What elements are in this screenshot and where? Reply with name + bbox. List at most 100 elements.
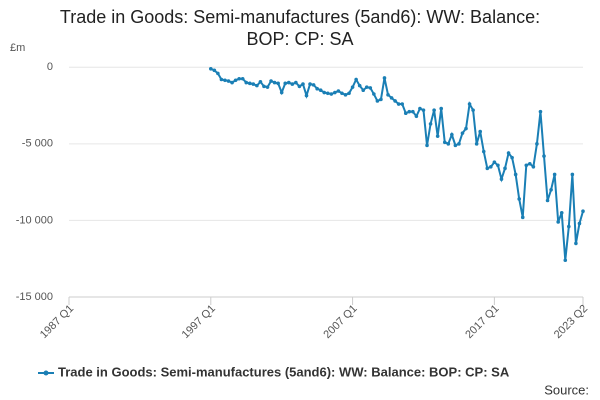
series-line bbox=[210, 67, 584, 261]
data-point bbox=[478, 129, 483, 134]
data-point bbox=[262, 84, 266, 89]
data-point bbox=[226, 79, 231, 83]
y-tick-label: -15 000 bbox=[16, 291, 53, 303]
data-point bbox=[489, 165, 493, 169]
data-point bbox=[446, 142, 451, 146]
data-point bbox=[467, 102, 472, 106]
data-point bbox=[538, 109, 543, 114]
chart-title: Trade in Goods: Semi-manufactures (5and6… bbox=[59, 7, 541, 49]
data-point bbox=[386, 93, 390, 97]
data-point bbox=[481, 149, 486, 154]
x-tick-label: 1987 Q1 bbox=[38, 303, 76, 341]
data-point bbox=[457, 142, 461, 146]
data-point bbox=[496, 163, 500, 168]
data-point bbox=[563, 258, 568, 263]
data-point bbox=[432, 108, 436, 112]
data-point bbox=[216, 71, 220, 76]
data-point bbox=[393, 99, 397, 103]
data-point bbox=[212, 68, 217, 73]
y-tick-label: -5 000 bbox=[22, 138, 53, 150]
data-point bbox=[297, 84, 302, 89]
data-point bbox=[411, 109, 415, 114]
data-point bbox=[329, 92, 334, 96]
data-point bbox=[389, 96, 394, 100]
data-point bbox=[581, 209, 585, 214]
x-tick-label: 2007 Q1 bbox=[321, 303, 359, 341]
data-point bbox=[290, 82, 295, 86]
data-point bbox=[336, 89, 341, 93]
data-point bbox=[272, 80, 277, 85]
data-point bbox=[364, 85, 369, 89]
data-point bbox=[428, 122, 433, 126]
data-point bbox=[396, 102, 401, 106]
data-point bbox=[304, 93, 309, 98]
data-point bbox=[354, 77, 358, 82]
y-axis-label: £m bbox=[10, 42, 25, 54]
data-point bbox=[283, 81, 288, 86]
data-point bbox=[545, 198, 550, 203]
data-point bbox=[517, 197, 521, 201]
data-point bbox=[570, 172, 575, 177]
data-point bbox=[311, 83, 316, 87]
data-point bbox=[286, 80, 291, 85]
data-point bbox=[418, 106, 422, 111]
data-point bbox=[325, 91, 330, 96]
data-point bbox=[315, 86, 319, 91]
data-point bbox=[552, 172, 557, 177]
data-point bbox=[247, 81, 252, 86]
data-point bbox=[223, 78, 227, 83]
x-tick-label: 1997 Q1 bbox=[180, 303, 218, 341]
data-point bbox=[503, 166, 507, 171]
data-point bbox=[407, 109, 412, 114]
data-point bbox=[528, 161, 532, 166]
data-point bbox=[368, 86, 373, 90]
x-tick-label: 2023 Q2 bbox=[552, 303, 590, 341]
data-point bbox=[322, 90, 327, 95]
data-point bbox=[460, 131, 465, 135]
data-point bbox=[414, 114, 419, 119]
legend-marker bbox=[43, 370, 49, 376]
data-point bbox=[425, 143, 429, 148]
data-point bbox=[520, 215, 525, 220]
data-point bbox=[347, 91, 351, 96]
data-point bbox=[474, 142, 479, 146]
data-point bbox=[382, 76, 387, 80]
data-point bbox=[400, 102, 405, 106]
data-point bbox=[574, 241, 578, 246]
data-point bbox=[233, 78, 238, 83]
data-point bbox=[343, 93, 348, 97]
data-point bbox=[499, 177, 504, 181]
data-point bbox=[485, 166, 490, 171]
data-point bbox=[531, 165, 536, 169]
data-point bbox=[464, 126, 468, 131]
data-point bbox=[361, 88, 366, 93]
data-point bbox=[219, 77, 224, 82]
data-point bbox=[333, 90, 337, 95]
data-point bbox=[567, 224, 571, 229]
data-point bbox=[240, 76, 245, 81]
data-point bbox=[276, 81, 280, 86]
data-point bbox=[208, 66, 213, 71]
data-point bbox=[435, 134, 440, 138]
data-point bbox=[535, 142, 539, 146]
data-point bbox=[230, 80, 234, 85]
data-point bbox=[251, 82, 256, 86]
data-point bbox=[237, 76, 241, 81]
x-tick-label: 2017 Q1 bbox=[463, 303, 501, 341]
data-point bbox=[549, 187, 553, 192]
data-point bbox=[421, 108, 426, 112]
y-tick-label: -10 000 bbox=[16, 214, 53, 226]
data-point bbox=[453, 143, 458, 148]
legend-label: Trade in Goods: Semi-manufactures (5and6… bbox=[58, 364, 510, 379]
data-point bbox=[265, 85, 270, 89]
data-point bbox=[258, 80, 263, 84]
data-point bbox=[244, 80, 249, 85]
data-point bbox=[450, 132, 454, 137]
data-point bbox=[279, 90, 284, 95]
source: Source: bbox=[544, 382, 589, 397]
data-point bbox=[542, 154, 546, 158]
data-point bbox=[357, 83, 362, 88]
data-point bbox=[403, 111, 408, 116]
